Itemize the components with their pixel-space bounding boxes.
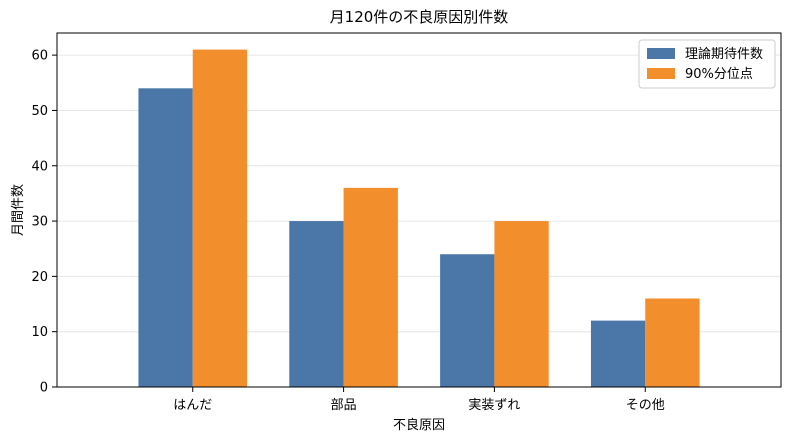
x-axis-label: 不良原因	[393, 417, 445, 433]
y-tick-label: 40	[31, 159, 48, 174]
plot-frame	[56, 32, 782, 388]
bar-percentile	[192, 49, 248, 387]
legend-label-expected: 理論期待件数	[685, 46, 763, 62]
y-tick-label: 50	[31, 104, 48, 119]
bar-percentile	[494, 221, 549, 387]
x-tick-label: 部品	[331, 398, 357, 413]
y-axis-label: 月間件数	[11, 184, 26, 236]
x-axis-ticks: はんだ 部品 実装ずれ その他	[173, 387, 665, 413]
bar-percentile	[645, 298, 700, 387]
x-tick-label: その他	[626, 398, 665, 413]
legend-swatch-percentile	[647, 68, 675, 79]
legend-swatch-expected	[647, 48, 675, 59]
bar-expected	[289, 221, 344, 387]
bar-expected	[138, 88, 193, 387]
bar-expected	[590, 320, 646, 387]
y-tick-label: 0	[40, 381, 48, 396]
legend: 理論期待件数 90%分位点	[638, 39, 776, 89]
y-tick-label: 30	[31, 215, 48, 230]
bar-percentile	[343, 187, 398, 387]
y-tick-label: 20	[31, 270, 48, 285]
x-tick-label: 実装ずれ	[468, 397, 520, 413]
chart-title: 月120件の不良原因別件数	[330, 8, 509, 26]
bars	[138, 49, 700, 387]
x-tick-label: はんだ	[173, 398, 212, 413]
bar-expected	[440, 254, 495, 387]
y-tick-label: 60	[31, 49, 48, 64]
y-tick-label: 10	[31, 325, 48, 340]
y-axis-ticks: 0 10 20 30 40 50 60	[31, 49, 57, 396]
legend-label-percentile: 90%分位点	[685, 67, 753, 82]
